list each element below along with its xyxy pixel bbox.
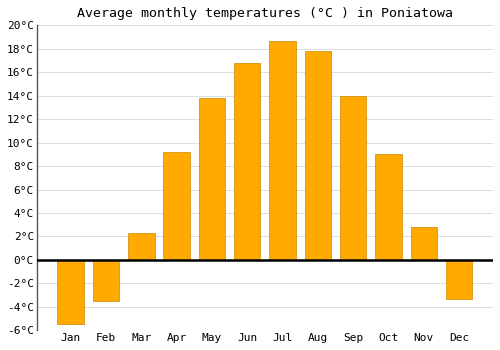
Bar bbox=[234, 63, 260, 260]
Bar bbox=[198, 98, 225, 260]
Bar bbox=[410, 227, 437, 260]
Bar bbox=[340, 96, 366, 260]
Bar bbox=[304, 51, 331, 260]
Bar bbox=[164, 152, 190, 260]
Bar bbox=[270, 41, 296, 260]
Bar bbox=[446, 260, 472, 299]
Title: Average monthly temperatures (°C ) in Poniatowa: Average monthly temperatures (°C ) in Po… bbox=[77, 7, 453, 20]
Bar bbox=[375, 154, 402, 260]
Bar bbox=[93, 260, 120, 301]
Bar bbox=[128, 233, 154, 260]
Bar bbox=[58, 260, 84, 324]
